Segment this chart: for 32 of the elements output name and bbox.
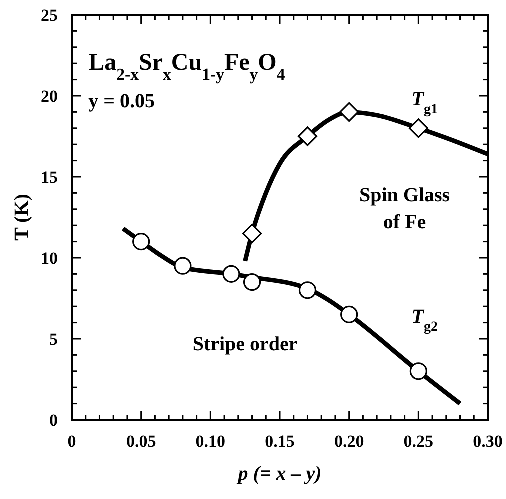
y-tick-label: 0	[50, 411, 58, 430]
point	[410, 362, 428, 380]
point	[174, 257, 192, 275]
x-tick-label: 0	[68, 432, 76, 451]
point	[298, 282, 317, 300]
point	[340, 306, 358, 324]
point	[298, 126, 318, 146]
y-tick-label: 25	[41, 6, 58, 25]
point	[340, 102, 360, 122]
y-tick-label: 15	[41, 168, 58, 187]
x-tick-label: 0.20	[334, 432, 364, 451]
x-tick-label: 0.30	[473, 432, 503, 451]
x-tick-label: 0.05	[126, 432, 156, 451]
x-tick-label: 0.25	[404, 432, 434, 451]
point	[408, 118, 428, 138]
x-tick-label: 0.15	[265, 432, 295, 451]
point	[222, 265, 240, 283]
point	[243, 274, 262, 292]
point	[242, 224, 262, 244]
x-axis-title: p (= x – y)	[236, 463, 322, 485]
y-tick-label: 5	[50, 330, 58, 349]
y-axis-title: T (K)	[11, 194, 33, 241]
annotation: Stripe order	[192, 333, 298, 356]
x-tick-label: 0.10	[196, 432, 226, 451]
annotation: y = 0.05	[88, 90, 156, 112]
y-tick-label: 20	[41, 87, 58, 106]
point	[132, 233, 150, 251]
annotation: Spin Glass of Fe	[359, 184, 450, 234]
annotation: T$_{g1}$	[412, 88, 438, 118]
y-tick-label: 10	[41, 249, 58, 268]
annotation: T$_{g2}$	[412, 306, 438, 334]
text: La$_{2-x}$Sr$_{x}$Cu$_{1-y}$Fe$_{y}$O$_{4}$	[88, 50, 286, 84]
